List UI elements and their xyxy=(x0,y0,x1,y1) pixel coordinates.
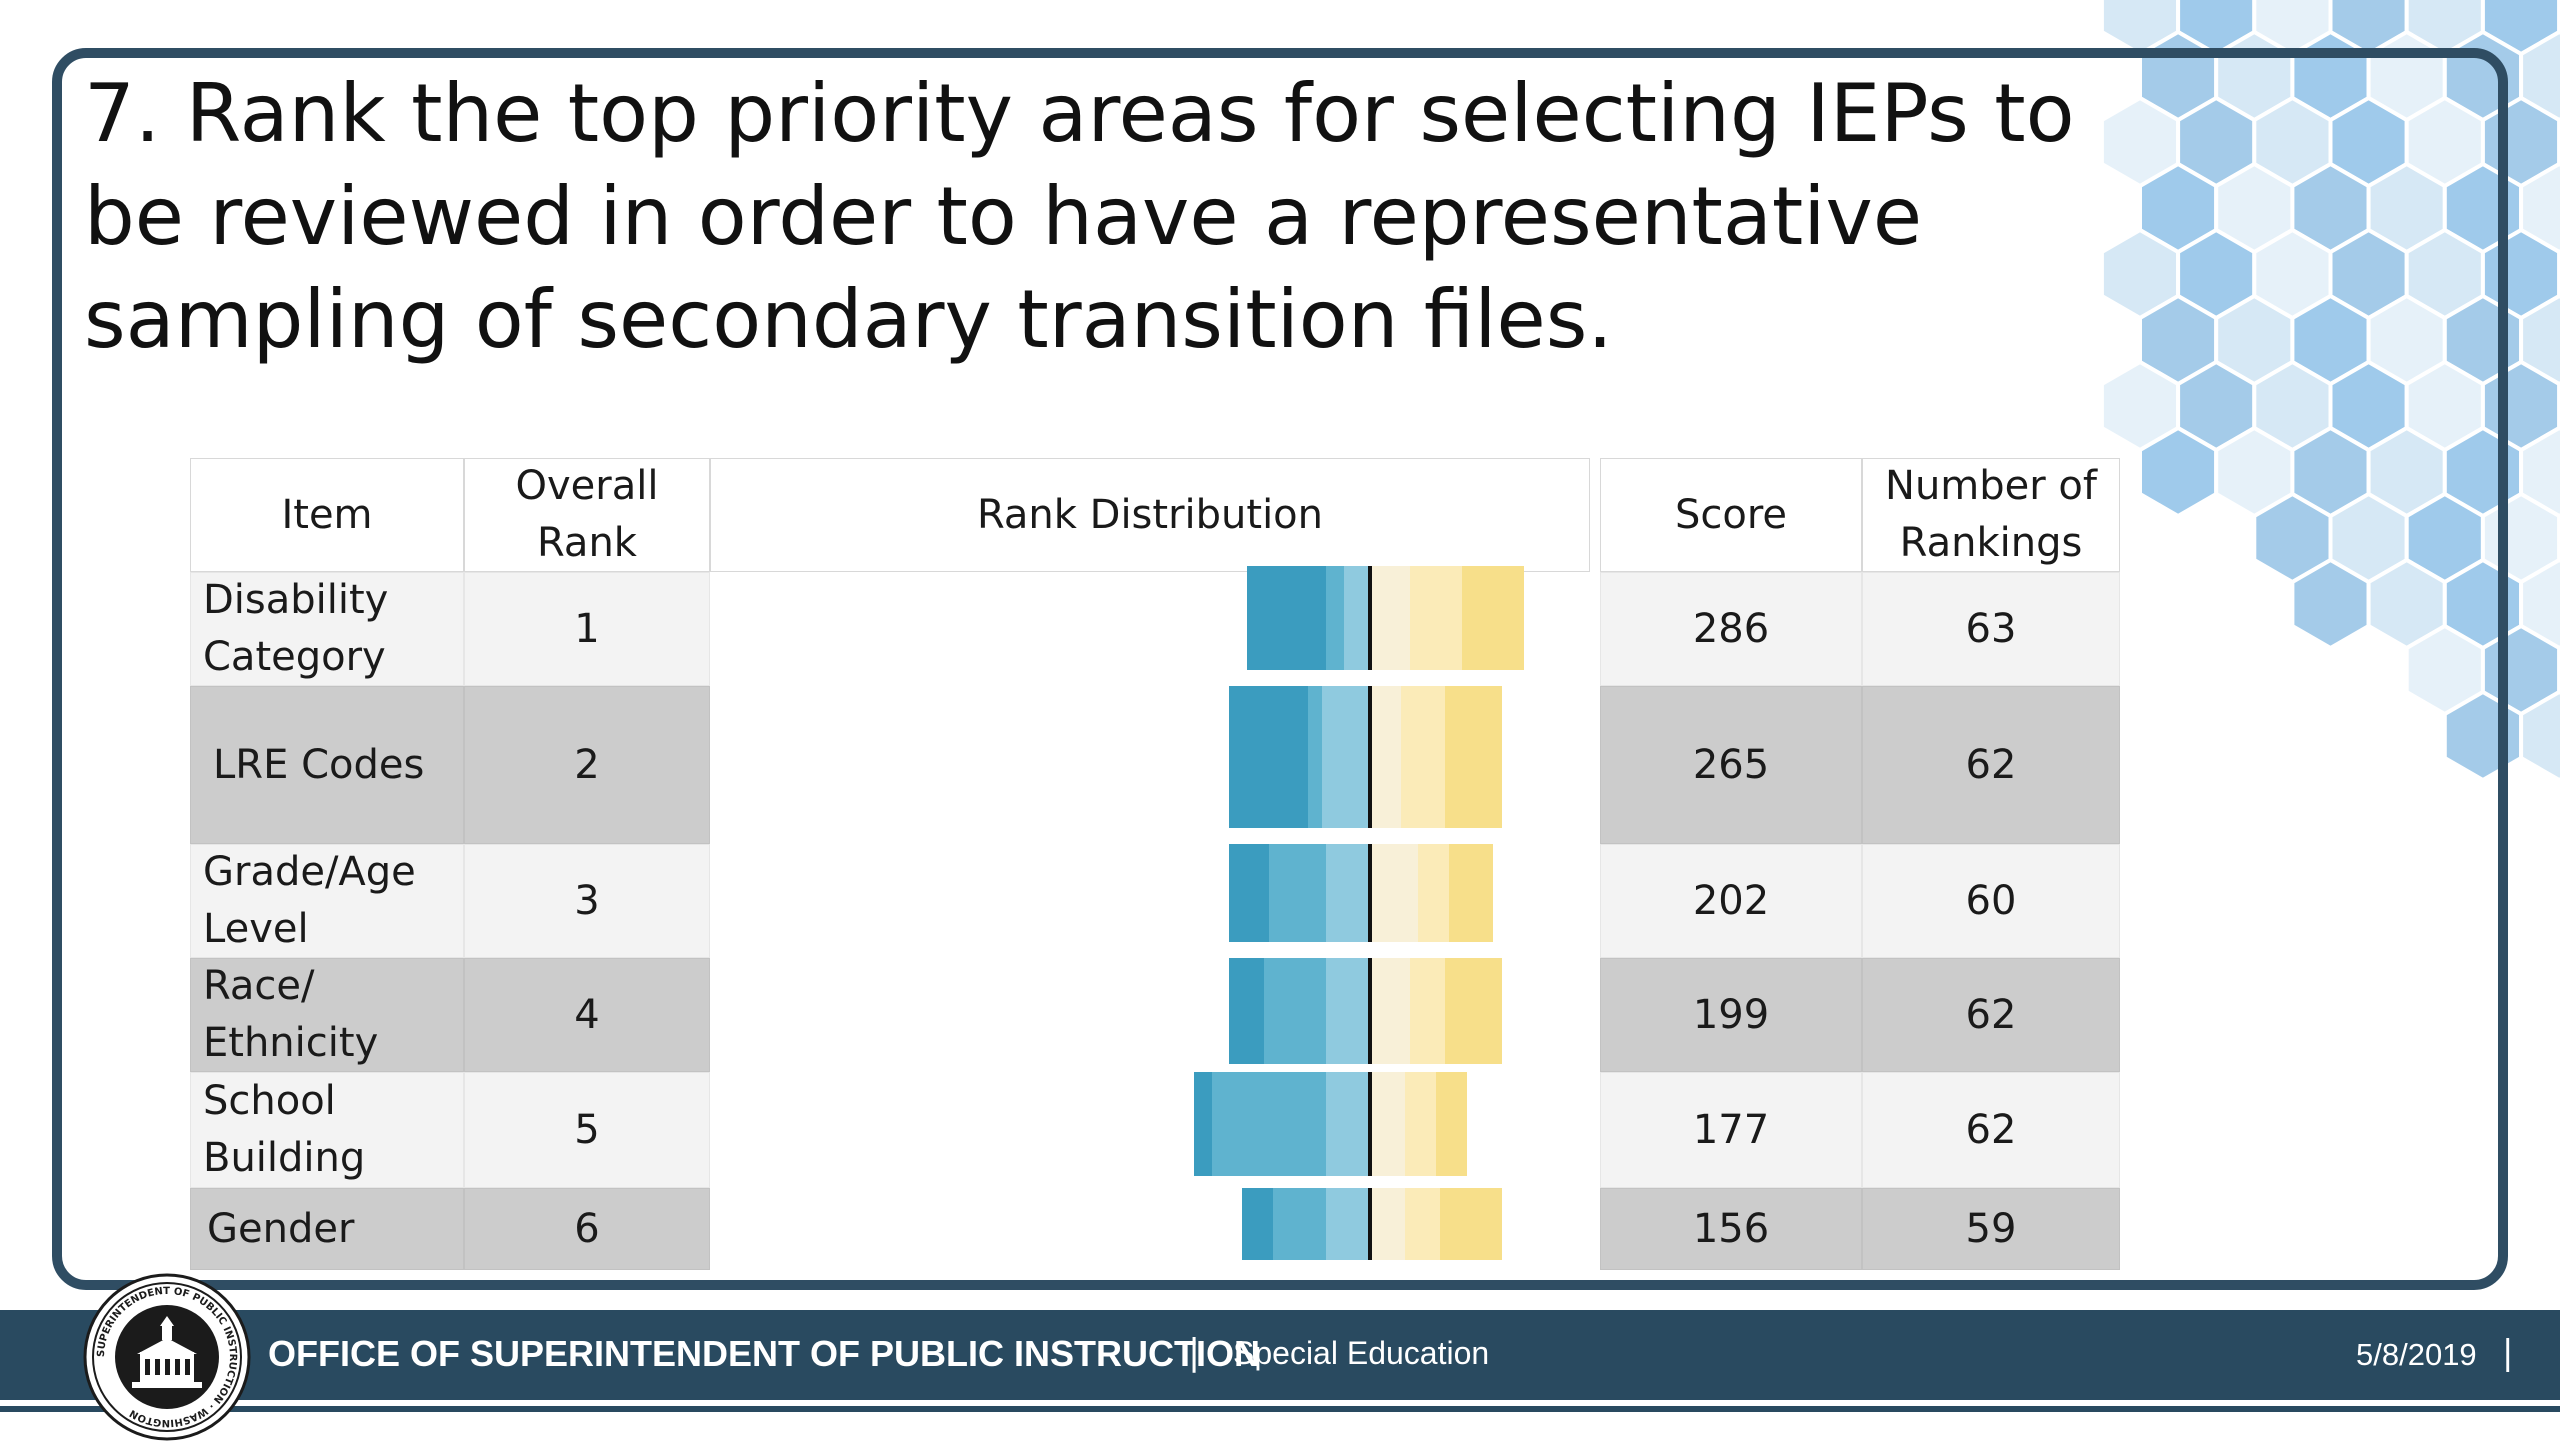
rank-table: Item Overall Rank Rank Distribution Scor… xyxy=(190,458,2120,1278)
bar-row5-series1 xyxy=(1370,1072,1406,1176)
row-2-count: 62 xyxy=(1862,686,2120,844)
row-5-count: 62 xyxy=(1862,1072,2120,1188)
frame-corner-mask xyxy=(2115,40,2515,840)
bar-row1-series2 xyxy=(1409,566,1463,670)
bar-row6-series4 xyxy=(1326,1188,1370,1260)
row-5-score: 177 xyxy=(1600,1072,1862,1188)
header-score: Score xyxy=(1600,458,1862,572)
row-6-count: 59 xyxy=(1862,1188,2120,1270)
bar-row5-series6 xyxy=(1194,1072,1212,1176)
row-1-score: 286 xyxy=(1600,572,1862,686)
bar-row4-series4 xyxy=(1326,958,1370,1064)
bar-row4-series2 xyxy=(1409,958,1445,1064)
bar-row6-series3 xyxy=(1440,1188,1502,1260)
bar-row2-series6 xyxy=(1229,686,1309,828)
footer-department: Special Education xyxy=(1233,1335,1490,1371)
row-3-score: 202 xyxy=(1600,844,1862,958)
footer-office-name: OFFICE OF SUPERINTENDENT OF PUBLIC INSTR… xyxy=(268,1333,1261,1374)
row-6-item: Gender xyxy=(190,1188,464,1270)
row-2-score: 265 xyxy=(1600,686,1862,844)
bar-row3-series3 xyxy=(1449,844,1494,942)
bar-row5-center-divider xyxy=(1368,1072,1372,1176)
bar-row6-center-divider xyxy=(1368,1188,1372,1260)
bar-row1-series6 xyxy=(1246,566,1326,670)
bar-row5-series4 xyxy=(1326,1072,1370,1176)
bar-row2-series2 xyxy=(1400,686,1445,828)
header-item: Item xyxy=(190,458,464,572)
row-6-score: 156 xyxy=(1600,1188,1862,1270)
bar-row4-series3 xyxy=(1444,958,1502,1064)
row-4-count: 62 xyxy=(1862,958,2120,1072)
bar-row1-series5 xyxy=(1326,566,1344,670)
row-1-rank: 1 xyxy=(464,572,710,686)
bar-row2-series5 xyxy=(1308,686,1322,828)
bar-row5-series2 xyxy=(1405,1072,1436,1176)
footer-separator: | xyxy=(1188,1332,1201,1373)
row-3-count: 60 xyxy=(1862,844,2120,958)
bar-row5-series3 xyxy=(1436,1072,1467,1176)
bar-row6-series2 xyxy=(1405,1188,1441,1260)
bar-row4-series5 xyxy=(1264,958,1326,1064)
row-4-item: Race/ Ethnicity xyxy=(190,958,464,1072)
row-3-item: Grade/Age Level xyxy=(190,844,464,958)
hexagon-pattern-decoration xyxy=(2099,0,2560,783)
bar-row1-series1 xyxy=(1370,566,1410,670)
bar-row3-series2 xyxy=(1418,844,1450,942)
bar-row2-series1 xyxy=(1370,686,1401,828)
bar-row3-series4 xyxy=(1326,844,1370,942)
bar-row2-series4 xyxy=(1321,686,1370,828)
bar-row4-series1 xyxy=(1370,958,1410,1064)
bar-row3-series6 xyxy=(1229,844,1269,942)
bar-row6-series5 xyxy=(1273,1188,1326,1260)
footer-bar xyxy=(0,1310,2560,1400)
header-number-of-rankings: Number of Rankings xyxy=(1862,458,2120,572)
bar-row1-series4 xyxy=(1343,566,1370,670)
bar-row1-center-divider xyxy=(1368,566,1372,670)
bar-row4-center-divider xyxy=(1368,958,1372,1064)
row-5-item: School Building xyxy=(190,1072,464,1188)
row-1-count: 63 xyxy=(1862,572,2120,686)
row-2-rank: 2 xyxy=(464,686,710,844)
row-2-item: LRE Codes xyxy=(190,686,464,844)
footer-date: 5/8/2019 xyxy=(2356,1337,2477,1372)
slide-frame xyxy=(52,48,2508,1290)
header-overall-rank: Overall Rank xyxy=(464,458,710,572)
bar-row2-center-divider xyxy=(1368,686,1372,828)
footer-trailing-separator: | xyxy=(2502,1333,2514,1373)
bar-row5-series5 xyxy=(1211,1072,1326,1176)
ospi-seal-logo: SUPERINTENDENT OF PUBLIC INSTRUCTION · W… xyxy=(83,1273,251,1441)
bar-row1-series3 xyxy=(1462,566,1524,670)
bar-row6-series1 xyxy=(1370,1188,1406,1260)
row-1-item: Disability Category xyxy=(190,572,464,686)
row-5-rank: 5 xyxy=(464,1072,710,1188)
row-4-score: 199 xyxy=(1600,958,1862,1072)
rank-distribution-chart xyxy=(1150,566,2030,1278)
footer-underline xyxy=(0,1406,2560,1412)
bar-row4-series6 xyxy=(1229,958,1265,1064)
row-6-rank: 6 xyxy=(464,1188,710,1270)
bar-row6-series6 xyxy=(1242,1188,1274,1260)
header-rank-distribution: Rank Distribution xyxy=(710,458,1590,572)
bar-row3-series1 xyxy=(1370,844,1419,942)
slide-title: 7. Rank the top priority areas for selec… xyxy=(84,67,2075,366)
bar-row3-series5 xyxy=(1268,844,1326,942)
bar-row3-center-divider xyxy=(1368,844,1372,942)
row-3-rank: 3 xyxy=(464,844,710,958)
hexagon-tile xyxy=(2519,689,2560,783)
bar-row2-series3 xyxy=(1444,686,1502,828)
row-4-rank: 4 xyxy=(464,958,710,1072)
